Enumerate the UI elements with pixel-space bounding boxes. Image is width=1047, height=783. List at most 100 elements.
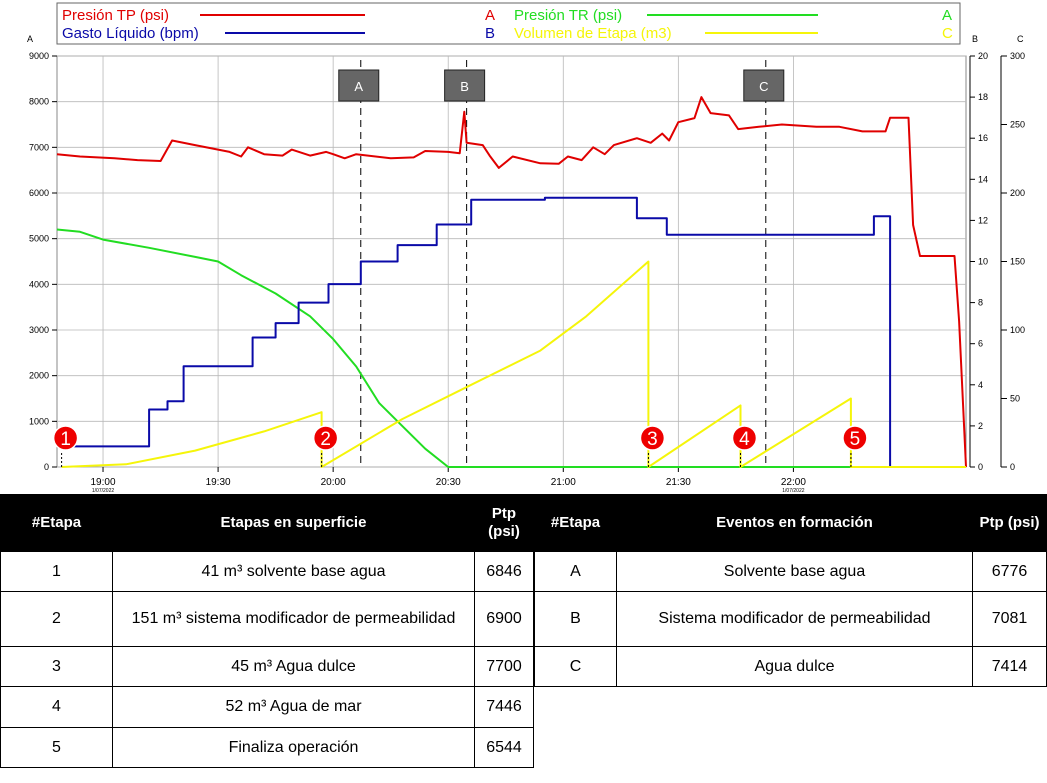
plot-area: [56, 55, 967, 468]
right-axis-b-tick-label: 14: [978, 174, 988, 184]
right-axis-b-tick-label: 18: [978, 92, 988, 102]
ptp-cell: 7414: [972, 646, 1047, 687]
legend-axis-letter: B: [485, 25, 495, 42]
right-axis-b-tick-label: 16: [978, 133, 988, 143]
x-axis-tick-label: 19:30: [206, 477, 231, 488]
stage-marker: [312, 425, 339, 451]
header-surface-stages: Etapas en superficie: [220, 513, 367, 531]
right-axis-c-tick-label: 50: [1010, 394, 1020, 404]
series-line: [56, 228, 966, 468]
left-axis-label: A: [27, 34, 33, 44]
left-axis-tick-label: 9000: [29, 51, 49, 61]
surface-stages-table: #Etapa Etapas en superficie Ptp (psi) 1 …: [0, 494, 534, 768]
description-cell: Finaliza operación: [112, 727, 475, 768]
event-box: [444, 69, 486, 102]
description-cell: 52 m³ Agua de mar: [112, 686, 475, 728]
stage-marker-label: 3: [647, 429, 658, 450]
description-cell: Sistema modificador de permeabilidad: [616, 591, 973, 647]
chart-legend: Presión TP (psi) A Presión TR (psi) A Gasto …: [56, 2, 961, 45]
chart-series: [56, 96, 967, 468]
right-axis-b-tick-label: 6: [978, 339, 983, 349]
stage-cell: 3: [0, 646, 113, 687]
ptp-cell: 7081: [972, 591, 1047, 647]
event-box: [743, 69, 785, 102]
left-axis-tick-label: 1000: [29, 416, 49, 426]
stage-marker-label: 5: [850, 429, 861, 450]
event-box-label: A: [354, 79, 363, 94]
right-axis-c-tick-label: 0: [1010, 462, 1015, 472]
event-box: [338, 69, 380, 102]
table-row: 5 Finaliza operación 6544: [0, 727, 534, 768]
legend-axis-letter: A: [485, 7, 495, 24]
stage-cell: 1: [0, 551, 113, 592]
left-axis-tick-label: 2000: [29, 371, 49, 381]
table-row: C Agua dulce 7414: [534, 646, 1047, 687]
legend-entry-label: Volumen de Etapa (m3): [514, 25, 672, 42]
right-axis-b-tick-label: 0: [978, 462, 983, 472]
header-ptp: Ptp (psi): [488, 504, 520, 540]
right-axis-b-tick-label: 10: [978, 257, 988, 267]
right-axis-c-label: C: [1017, 34, 1024, 44]
process-chart: Presión TP (psi) A Presión TR (psi) A Gasto …: [27, 2, 1026, 494]
table-row: 2 151 m³ sistema modificador de permeabi…: [0, 591, 534, 647]
right-axis-b-tick-label: 12: [978, 215, 988, 225]
series-line: [57, 196, 966, 468]
right-axis-b-tick-label: 4: [978, 380, 983, 390]
ptp-cell: 6544: [474, 727, 534, 768]
header-event: #Etapa: [550, 513, 601, 531]
table-row: 3 45 m³ Agua dulce 7700: [0, 646, 534, 687]
stage-marker: [52, 425, 79, 451]
stage-marker-label: 4: [739, 429, 750, 450]
stage-marker: [731, 425, 758, 451]
right-axis-c-tick-label: 300: [1010, 51, 1025, 61]
x-axis-tick-label: 21:30: [666, 477, 691, 488]
ptp-cell: 7700: [474, 646, 534, 687]
right-axis-b-tick-label: 8: [978, 298, 983, 308]
header-formation-events: Eventos en formación: [716, 513, 873, 531]
table-row: A Solvente base agua 6776: [534, 551, 1047, 592]
left-axis-tick-label: 4000: [29, 279, 49, 289]
left-axis-tick-label: 5000: [29, 234, 49, 244]
legend-axis-letter: A: [942, 7, 952, 24]
x-axis-tick-label: 20:00: [321, 477, 346, 488]
stage-marker-label: 1: [60, 429, 71, 450]
left-axis-tick-label: 8000: [29, 97, 49, 107]
description-cell: 45 m³ Agua dulce: [112, 646, 475, 687]
x-axis-date-label: 1/07/2022: [92, 488, 114, 494]
left-axis-tick-label: 6000: [29, 188, 49, 198]
right-axis-b-tick-label: 20: [978, 51, 988, 61]
legend-entry-label: Gasto Líquido (bpm): [62, 25, 199, 42]
legend-axis-letter: C: [942, 25, 953, 42]
description-cell: Solvente base agua: [616, 551, 973, 592]
ptp-cell: 6776: [972, 551, 1047, 592]
left-axis-tick-label: 3000: [29, 325, 49, 335]
stage-cell: 2: [0, 591, 113, 647]
event-cell: A: [534, 551, 617, 592]
event-box-label: B: [460, 79, 469, 94]
x-axis-tick-label: 20:30: [436, 477, 461, 488]
description-cell: Agua dulce: [616, 646, 973, 687]
right-axis-c-tick-label: 150: [1010, 257, 1025, 267]
chart-grid: [56, 55, 967, 468]
header-ptp: Ptp (psi): [979, 513, 1040, 531]
description-cell: 151 m³ sistema modificador de permeabili…: [112, 591, 475, 647]
formation-events-table: #Etapa Eventos en formación Ptp (psi) A …: [534, 494, 1047, 687]
stage-marker: [842, 425, 868, 451]
stage-markers: 1 2 3 4 5: [52, 425, 868, 467]
right-axis-b-tick-label: 2: [978, 421, 983, 431]
table-row: 4 52 m³ Agua de mar 7446: [0, 686, 534, 728]
right-axis-c-tick-label: 250: [1010, 120, 1025, 130]
x-axis-tick-label: 21:00: [551, 477, 576, 488]
series-line: [61, 260, 966, 468]
stage-marker: [639, 425, 666, 451]
x-axis-tick-label: 19:00: [91, 477, 116, 488]
series-line: [56, 96, 967, 468]
stage-marker-label: 2: [320, 429, 331, 450]
right-axis-c-tick-label: 200: [1010, 188, 1025, 198]
table-row: B Sistema modificador de permeabilidad 7…: [534, 591, 1047, 647]
event-cell: B: [534, 591, 617, 647]
stage-cell: 5: [0, 727, 113, 768]
left-axis-tick-label: 0: [44, 462, 49, 472]
legend-box: [56, 2, 961, 45]
chart-axes: A0100020003000400050006000700080009000B0…: [27, 34, 1025, 494]
